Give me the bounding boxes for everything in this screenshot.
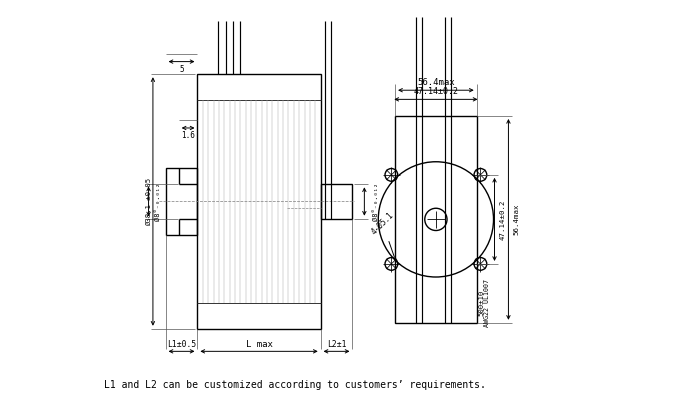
Text: 5: 5: [179, 65, 184, 74]
Text: AWG22 UL1007: AWG22 UL1007: [484, 279, 490, 327]
Text: 47.14±0.2: 47.14±0.2: [414, 87, 458, 96]
Text: 56.4max: 56.4max: [513, 204, 519, 235]
Bar: [321, 185, 353, 218]
Text: L max: L max: [246, 341, 273, 349]
Text: 500±10: 500±10: [479, 290, 484, 316]
Text: Ø8⁰₋₀.₀₁₂: Ø8⁰₋₀.₀₁₂: [155, 183, 161, 220]
Text: Ø8⁰₋₀.₀₁₂: Ø8⁰₋₀.₀₁₂: [373, 183, 379, 220]
Text: Ø38.1 ±0.05: Ø38.1 ±0.05: [146, 177, 152, 226]
Bar: [395, 116, 477, 323]
Text: L1±0.5: L1±0.5: [167, 341, 196, 349]
Text: 1.6: 1.6: [181, 131, 195, 140]
Text: 47.14±0.2: 47.14±0.2: [499, 199, 506, 240]
Bar: [166, 168, 197, 235]
Bar: [197, 74, 321, 329]
Text: L1 and L2 can be customized according to customers’ requirements.: L1 and L2 can be customized according to…: [104, 380, 486, 390]
Text: 56.4max: 56.4max: [417, 79, 455, 87]
Text: L2±1: L2±1: [327, 341, 347, 349]
Text: 4-Ø5.1: 4-Ø5.1: [369, 210, 395, 257]
